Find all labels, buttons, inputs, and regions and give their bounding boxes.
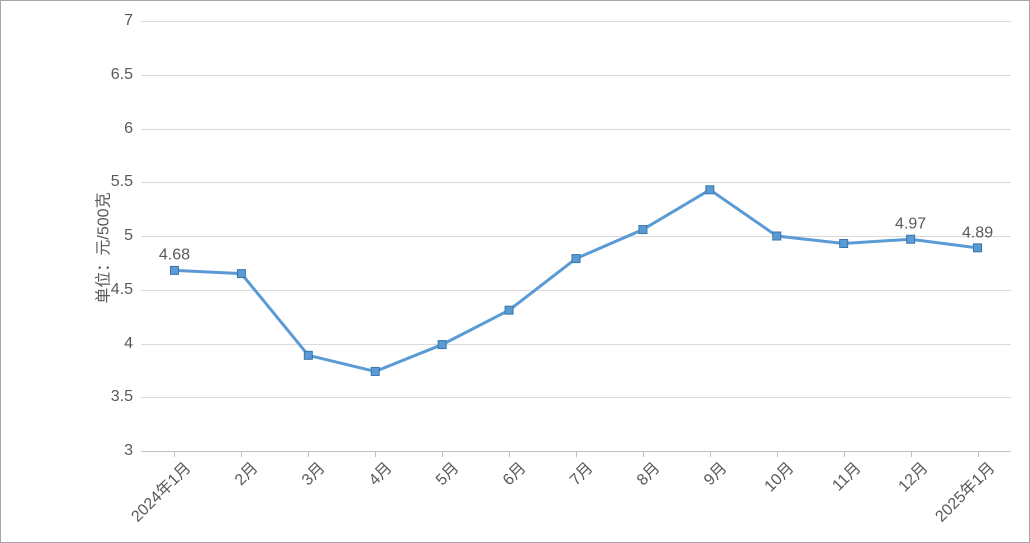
data-marker	[505, 306, 513, 314]
data-marker	[706, 186, 714, 194]
plot-area: 33.544.555.566.572024年1月2月3月4月5月6月7月8月9月…	[141, 21, 1011, 451]
data-marker	[170, 266, 178, 274]
y-tick-label: 3	[124, 442, 141, 460]
y-tick-label: 7	[124, 12, 141, 30]
data-marker	[840, 240, 848, 248]
y-tick-label: 4.5	[111, 281, 141, 299]
data-marker	[371, 367, 379, 375]
x-tick-label: 2月	[224, 451, 263, 490]
data-marker	[907, 235, 915, 243]
x-tick-label: 7月	[558, 451, 597, 490]
y-tick-label: 5.5	[111, 173, 141, 191]
x-tick-label: 10月	[753, 451, 798, 496]
y-tick-label: 4	[124, 335, 141, 353]
y-tick-label: 3.5	[111, 388, 141, 406]
x-tick-label: 5月	[425, 451, 464, 490]
data-marker	[773, 232, 781, 240]
data-label: 4.89	[962, 224, 993, 242]
data-marker	[974, 244, 982, 252]
series-layer	[141, 21, 1011, 451]
x-tick-label: 2024年1月	[120, 451, 195, 526]
x-tick-label: 3月	[291, 451, 330, 490]
x-tick-label: 4月	[358, 451, 397, 490]
data-marker	[572, 255, 580, 263]
series-line	[174, 190, 977, 372]
x-tick-label: 6月	[491, 451, 530, 490]
x-tick-label: 12月	[887, 451, 932, 496]
x-tick-label: 11月	[821, 451, 865, 495]
y-tick-label: 5	[124, 227, 141, 245]
y-axis-label: 单位：元/500克	[90, 192, 114, 303]
data-marker	[438, 341, 446, 349]
data-label: 4.97	[895, 216, 926, 234]
data-label: 4.68	[159, 247, 190, 265]
x-tick-label: 2025年1月	[923, 451, 998, 526]
data-marker	[639, 226, 647, 234]
x-tick-label: 8月	[625, 451, 664, 490]
y-tick-label: 6	[124, 120, 141, 138]
price-line-chart: 3 3.5 4 4.5 5 5.5 6 6.5 7 2024年1月 2月 3月 4月 5月 6月 7月 8月 9月…	[0, 0, 1030, 543]
data-marker	[304, 351, 312, 359]
x-tick-label: 9月	[692, 451, 731, 490]
y-tick-label: 6.5	[111, 66, 141, 84]
data-marker	[237, 270, 245, 278]
